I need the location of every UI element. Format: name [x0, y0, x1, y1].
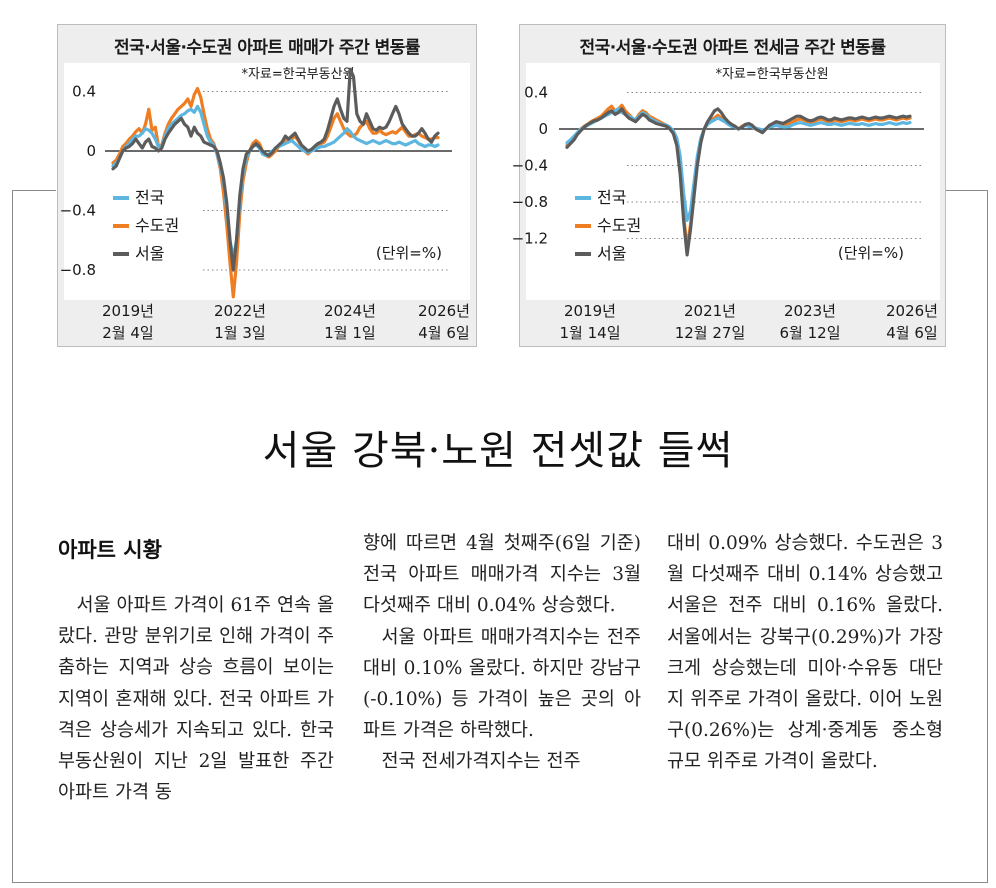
x-tick-label: 2019년: [102, 302, 154, 320]
y-tick-label: −0.4: [60, 202, 96, 220]
x-tick-label: 2026년: [886, 302, 938, 320]
y-tick-label: 0.4: [72, 83, 96, 101]
legend-label: 전국: [135, 188, 164, 207]
chart-plot-area: [64, 63, 470, 300]
x-tick-label: 4월 6일: [886, 324, 937, 342]
x-tick-label: 2월 4일: [102, 324, 153, 342]
paragraph: 향에 따르면 4월 첫째주(6일 기준) 전국 아파트 매매가격 지수는 3월 …: [363, 533, 641, 617]
series-line-서울: [111, 67, 440, 272]
paragraph: 서울 아파트 매매가격지수는 전주 대비 0.10% 올랐다. 하지만 강남구(…: [363, 626, 641, 742]
paragraph: 서울 아파트 가격이 61주 연속 올랐다. 관망 분위기로 인해 가격이 주춤…: [58, 595, 334, 804]
sale-price-chart: 전국·서울·수도권 아파트 매매가 주간 변동률 0.4 0 −0.4 −0.8 *자료…: [57, 24, 477, 347]
x-tick-label: 12월 27일: [675, 324, 746, 342]
x-tick-label: 2024년: [324, 302, 376, 320]
paragraph: 대비 0.09% 상승했다. 수도권은 3월 다섯째주 대비 0.14% 상승했…: [667, 533, 943, 773]
chart-source: *자료=한국부동산원: [241, 67, 354, 82]
legend-label: 전국: [597, 188, 626, 207]
chart-title: 전국·서울·수도권 아파트 전세금 주간 변동률: [579, 38, 886, 58]
y-tick-label: 0: [86, 142, 96, 160]
x-tick-label: 2022년: [214, 302, 266, 320]
y-tick-label: −0.4: [512, 157, 548, 175]
article-frame-bottom: [12, 882, 988, 883]
article-column-2: 향에 따르면 4월 첫째주(6일 기준) 전국 아파트 매매가격 지수는 3월 …: [363, 528, 641, 778]
paragraph: 전국 전세가격지수는 전주: [381, 751, 581, 773]
article-column-1: 서울 아파트 가격이 61주 연속 올랐다. 관망 분위기로 인해 가격이 주춤…: [58, 590, 334, 808]
unit-label: (단위=%): [838, 244, 904, 262]
x-tick-label: 1월 1일: [324, 324, 375, 342]
jeonse-price-chart-svg: 0.4 0 −0.4 −0.8 −1.2 *자료=한국부동산원 (단위=%) 2019년 1월 …: [512, 67, 938, 342]
x-tick-label: 1월 14일: [560, 324, 621, 342]
chart-source: *자료=한국부동산원: [715, 67, 828, 82]
y-tick-label: 0.4: [524, 84, 548, 102]
y-tick-label: 0: [538, 120, 548, 138]
article-headline: 서울 강북·노원 전셋값 들썩: [262, 428, 734, 474]
x-tick-label: 2023년: [784, 302, 836, 320]
article-frame-right: [987, 190, 988, 883]
article-frame-top-right: [946, 190, 988, 191]
section-title: 아파트 시황: [58, 538, 162, 562]
x-tick-label: 6월 12일: [780, 324, 841, 342]
x-tick-label: 1월 3일: [214, 324, 265, 342]
y-tick-label: −0.8: [60, 261, 96, 279]
unit-label: (단위=%): [376, 244, 442, 262]
legend-label: 서울: [135, 244, 164, 263]
series-line-전국: [111, 104, 440, 260]
jeonse-price-chart: 전국·서울·수도권 아파트 전세금 주간 변동률 0.4 0 −0.4 −0.8 −1.…: [512, 24, 946, 347]
y-tick-label: −1.2: [512, 230, 548, 248]
legend-label: 수도권: [597, 216, 641, 235]
sale-price-chart-svg: 0.4 0 −0.4 −0.8 *자료=한국부동산원 (단위=%) 2019년 2월 4일 20…: [60, 67, 470, 342]
legend-label: 서울: [597, 244, 626, 263]
article-column-3: 대비 0.09% 상승했다. 수도권은 3월 다섯째주 대비 0.14% 상승했…: [667, 528, 943, 778]
article-frame-left: [12, 190, 13, 883]
x-tick-label: 4월 6일: [418, 324, 469, 342]
y-tick-label: −0.8: [512, 193, 548, 211]
x-tick-label: 2019년: [564, 302, 616, 320]
x-tick-label: 2021년: [684, 302, 736, 320]
chart-title: 전국·서울·수도권 아파트 매매가 주간 변동률: [113, 38, 421, 58]
legend-label: 수도권: [135, 216, 179, 235]
chart-plot-area: [526, 63, 940, 300]
article-frame-top-left: [12, 190, 56, 191]
series-line-서울: [565, 107, 912, 257]
x-tick-label: 2026년: [418, 302, 470, 320]
series-line-수도권: [111, 86, 440, 299]
